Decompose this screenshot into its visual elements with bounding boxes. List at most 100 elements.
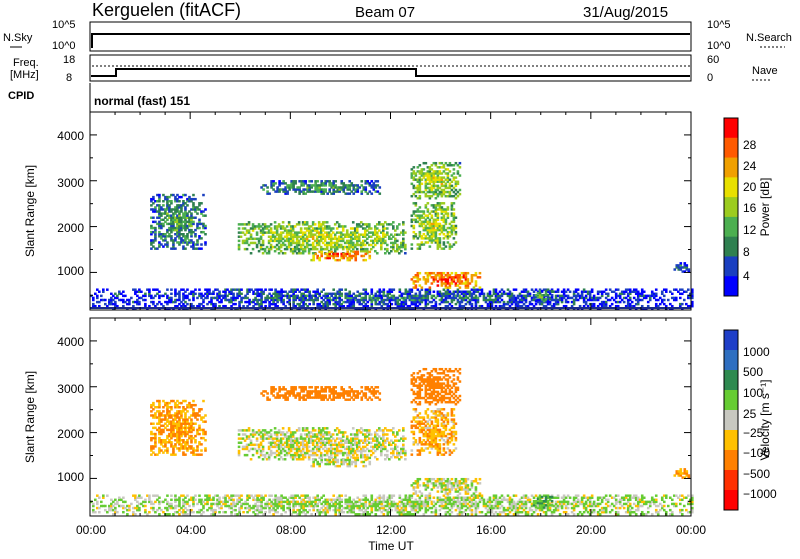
noise-sky-line — [92, 34, 690, 48]
velocity-cell — [344, 494, 347, 496]
velocity-cell — [122, 511, 125, 513]
power-cell — [334, 180, 337, 182]
velocity-cell — [433, 497, 436, 499]
velocity-cell — [166, 494, 169, 496]
velocity-cell — [591, 494, 594, 496]
power-cell — [282, 221, 285, 223]
velocity-cell — [569, 497, 572, 499]
power-cell — [455, 231, 458, 233]
velocity-cell — [194, 494, 197, 496]
velocity-cell — [308, 497, 311, 499]
power-cell — [184, 247, 187, 249]
velocity-cell — [188, 505, 191, 507]
power-cell — [453, 212, 456, 214]
power-cell — [144, 303, 147, 305]
power-cell — [471, 303, 474, 305]
velocity-cell — [489, 497, 492, 499]
power-colorbar-segment — [724, 158, 738, 178]
velocity-cell — [483, 499, 486, 501]
power-cell — [170, 297, 173, 299]
velocity-cell — [270, 494, 273, 496]
power-cbar-tick-16: 16 — [743, 201, 757, 215]
power-cell — [264, 288, 267, 290]
power-cell — [198, 219, 201, 221]
velocity-cell — [593, 509, 596, 511]
power-cell — [368, 251, 371, 253]
power-cell — [419, 231, 422, 233]
velocity-cell — [322, 494, 325, 496]
velocity-cell — [316, 494, 319, 496]
power-cell — [170, 288, 173, 290]
power-cell — [104, 299, 107, 301]
freq-right-tick-bottom: 0 — [707, 72, 713, 84]
power-colorbar-segment — [724, 138, 738, 158]
velocity-cell — [106, 494, 109, 496]
power-cell — [240, 236, 243, 238]
power-cell — [617, 288, 620, 290]
power-cell — [184, 194, 187, 196]
power-ytick-4000: 4000 — [57, 129, 84, 143]
power-cell — [202, 194, 205, 196]
power-cell — [453, 202, 456, 204]
power-cell — [178, 200, 181, 202]
power-colorbar-segment — [724, 177, 738, 197]
power-cell — [419, 206, 422, 208]
power-cell — [577, 288, 580, 290]
velocity-cell — [130, 503, 133, 505]
power-cell — [425, 162, 428, 164]
power-cell — [194, 217, 197, 219]
velocity-cell — [240, 494, 243, 496]
power-cell — [208, 288, 211, 290]
power-cell — [415, 202, 418, 204]
power-cell — [162, 204, 165, 206]
noise-right-tick-bottom: 10^0 — [707, 40, 731, 52]
velocity-cell — [232, 499, 235, 501]
noise-right-label: N.Search — [746, 32, 792, 44]
power-cell — [457, 181, 460, 183]
power-cell — [250, 233, 253, 235]
power-cell — [515, 288, 518, 290]
power-cell — [188, 299, 191, 301]
power-cell — [322, 288, 325, 290]
power-cell — [489, 291, 492, 293]
power-cell — [415, 233, 418, 235]
power-cell — [396, 240, 399, 242]
power-cell — [190, 212, 193, 214]
power-ytick-1000: 1000 — [57, 264, 84, 278]
velocity-cell — [605, 494, 608, 496]
velocity-cell — [144, 509, 147, 511]
power-cell — [475, 280, 478, 282]
freq-line — [91, 69, 690, 76]
power-cell — [170, 293, 173, 295]
power-cell — [453, 208, 456, 210]
velocity-cell — [152, 507, 155, 509]
power-cbar-tick-20: 20 — [743, 180, 757, 194]
power-cell — [447, 212, 450, 214]
freq-left-label-2: [MHz] — [10, 69, 39, 81]
power-cell — [629, 297, 632, 299]
power-cell — [140, 291, 143, 293]
velocity-cell — [567, 507, 570, 509]
power-cell — [427, 202, 430, 204]
power-cell — [551, 294, 554, 296]
power-cell — [392, 221, 395, 223]
velocity-cell — [340, 494, 343, 496]
power-cell — [404, 231, 407, 233]
power-cbar-tick-12: 12 — [743, 223, 757, 237]
power-cell — [483, 293, 486, 295]
velocity-cell — [126, 513, 129, 515]
power-cell — [262, 188, 265, 190]
power-cell — [344, 288, 347, 290]
power-cell — [316, 180, 319, 182]
power-cell — [593, 303, 596, 305]
velocity-cell — [96, 501, 99, 503]
power-cell — [192, 194, 195, 196]
power-cell — [643, 291, 646, 293]
power-cell — [204, 225, 207, 227]
power-cell — [324, 188, 327, 190]
power-cell — [457, 170, 460, 172]
velocity-cell — [208, 494, 211, 496]
power-cell — [675, 297, 678, 299]
velocity-cell — [471, 509, 474, 511]
power-cell — [449, 170, 452, 172]
